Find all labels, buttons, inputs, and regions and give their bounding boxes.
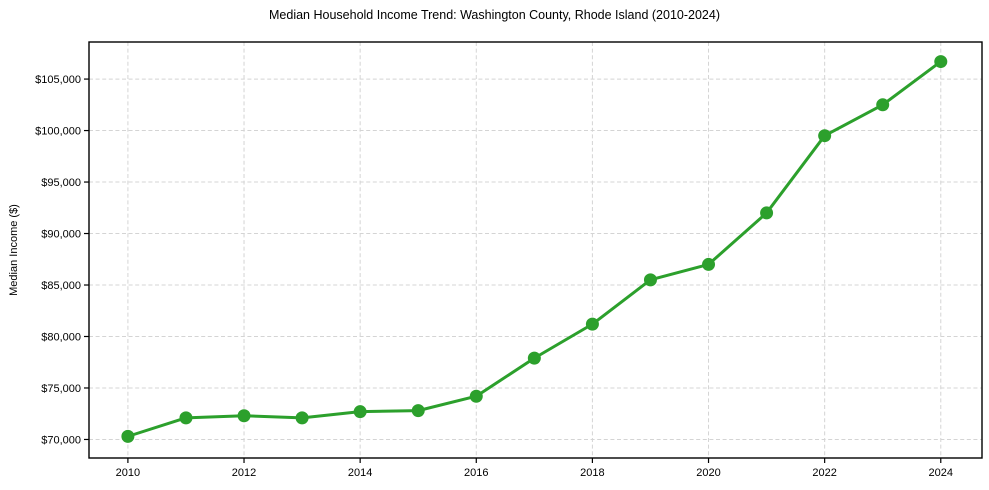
y-tick-label: $80,000 [41,331,81,343]
data-point [469,389,483,403]
y-tick-label: $95,000 [41,177,81,189]
y-tick-label: $105,000 [35,74,81,86]
data-point [411,404,425,418]
data-point [585,317,599,331]
y-tick-label: $100,000 [35,125,81,137]
data-point [934,55,948,69]
data-point [876,98,890,112]
x-tick-label: 2012 [232,467,256,479]
data-point [295,411,309,425]
data-point [237,409,251,423]
x-tick-label: 2016 [464,467,488,479]
data-point [702,257,716,271]
x-tick-label: 2010 [116,467,140,479]
x-tick-label: 2024 [929,467,953,479]
data-point [179,411,193,425]
x-tick-label: 2018 [580,467,604,479]
y-tick-label: $90,000 [41,228,81,240]
trend-line [126,60,943,438]
data-point [121,429,135,443]
plot-border [88,41,983,459]
data-point [527,351,541,365]
x-tick-label: 2014 [348,467,372,479]
y-tick-label: $70,000 [41,434,81,446]
chart-title: Median Household Income Trend: Washingto… [269,8,720,22]
data-point [353,405,367,419]
x-tick-label: 2022 [812,467,836,479]
data-point [818,129,832,143]
y-tick-label: $75,000 [41,383,81,395]
y-tick-label: $85,000 [41,280,81,292]
x-tick-label: 2020 [696,467,720,479]
data-point [760,206,774,220]
data-point [643,273,657,287]
